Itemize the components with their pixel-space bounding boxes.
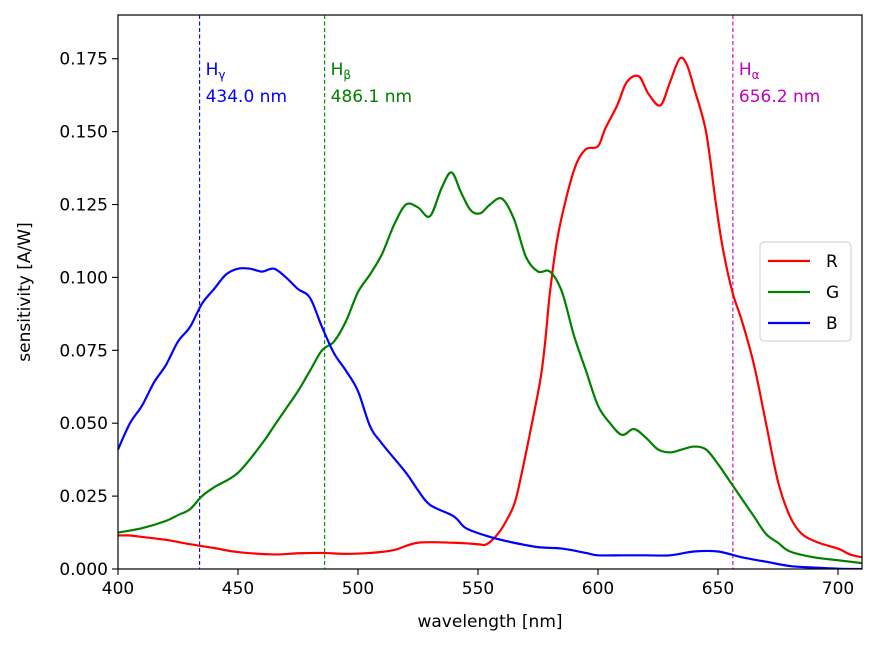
y-tick-label: 0.150 (59, 123, 108, 143)
x-tick-label: 400 (102, 579, 134, 599)
x-tick-label: 700 (822, 579, 854, 599)
x-axis-label: wavelength [nm] (417, 612, 562, 632)
y-tick-label: 0.075 (59, 341, 108, 361)
x-tick-label: 550 (462, 579, 494, 599)
y-tick-label: 0.125 (59, 196, 108, 216)
plot-area (118, 15, 862, 569)
series-line-r (118, 56, 862, 559)
legend-label-g: G (826, 283, 839, 303)
y-axis-label: sensitivity [A/W] (15, 222, 35, 361)
y-tick-label: 0.025 (59, 487, 108, 507)
x-tick-label: 500 (342, 579, 374, 599)
reference-line-label-0: 434.0 nm (206, 87, 287, 107)
series-line-b (118, 267, 862, 569)
legend-label-b: B (826, 314, 838, 334)
legend-label-r: R (826, 252, 838, 272)
axis-ticks: 400 450 500 550 600 650 700 0.000 0.025 0.050 0.07… (59, 50, 854, 599)
axes-frame (117, 14, 863, 570)
y-tick-label: 0.050 (59, 414, 108, 434)
x-tick-label: 650 (702, 579, 734, 599)
reference-line-label-1: 486.1 nm (331, 87, 412, 107)
y-tick-label: 0.000 (59, 560, 108, 580)
y-tick-label: 0.175 (59, 50, 108, 70)
x-tick-label: 450 (222, 579, 254, 599)
legend: RGB (759, 241, 852, 342)
x-tick-label: 600 (582, 579, 614, 599)
reference-line-label-2: 656.2 nm (739, 87, 820, 107)
y-tick-label: 0.100 (59, 268, 108, 288)
series-line-g (118, 171, 862, 565)
